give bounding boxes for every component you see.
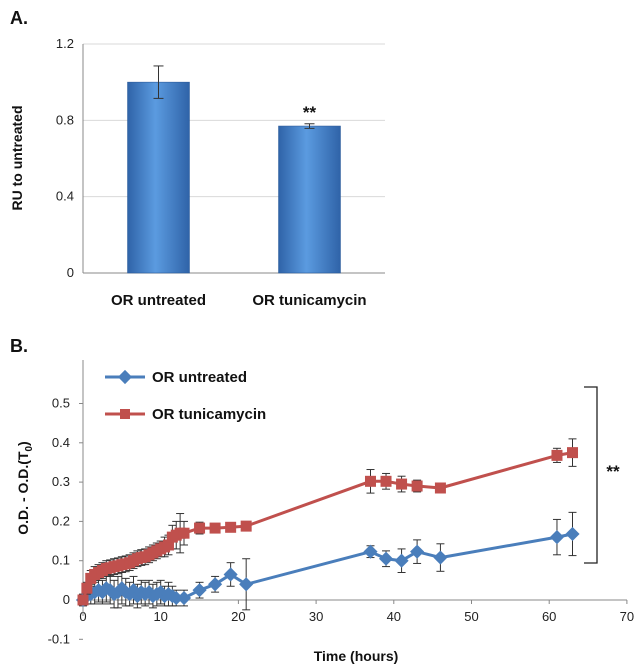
y-tick-label: 0.1 bbox=[52, 553, 70, 568]
data-point bbox=[411, 480, 423, 492]
x-tick-label: 10 bbox=[153, 609, 167, 624]
panel-b-series bbox=[75, 438, 580, 611]
data-point bbox=[81, 582, 93, 594]
panel-a: A. 0 0.4 0.8 1.2 ** OR untreated OR tunicamy… bbox=[9, 8, 385, 309]
data-point bbox=[396, 478, 408, 490]
data-point bbox=[169, 590, 184, 606]
x-tick-label: 50 bbox=[464, 609, 478, 624]
y-tick-label: 0.2 bbox=[52, 513, 70, 528]
data-point bbox=[434, 482, 446, 494]
series-markers bbox=[77, 447, 579, 606]
panel-a-error-bars bbox=[153, 65, 315, 129]
data-point bbox=[378, 551, 394, 566]
series-untreated bbox=[75, 511, 580, 611]
bar-annotation: ** bbox=[303, 103, 317, 122]
series-line bbox=[81, 451, 573, 601]
data-point bbox=[240, 520, 252, 532]
data-point bbox=[208, 577, 223, 592]
x-tick-label: 70 bbox=[620, 609, 634, 624]
panel-b-y-axis-title: O.D. - O.D.(T0) bbox=[15, 441, 35, 534]
panel-a-annotations: ** bbox=[303, 103, 317, 122]
series-error-bars bbox=[79, 511, 577, 611]
y-tick-label: 0.3 bbox=[52, 474, 70, 489]
y-tick-label: 1.2 bbox=[56, 36, 74, 51]
data-point bbox=[433, 550, 448, 565]
panel-a-category-labels: OR untreated OR tunicamycin bbox=[111, 292, 367, 309]
data-point bbox=[223, 567, 238, 582]
data-point bbox=[77, 594, 89, 606]
panel-b-x-tick-labels: 0 10 20 30 40 50 60 70 bbox=[79, 609, 634, 624]
y-tick-label: 0.4 bbox=[52, 435, 70, 450]
panel-b: B. -0.100.10.20.30.40.5 0 10 20 30 40 50 60 70 … bbox=[10, 336, 634, 664]
legend-item-untreated: OR untreated bbox=[105, 369, 247, 386]
legend-marker-untreated bbox=[117, 369, 133, 385]
data-point bbox=[162, 539, 174, 551]
data-point bbox=[567, 447, 579, 459]
panel-a-bars bbox=[127, 81, 341, 274]
data-point bbox=[364, 475, 376, 487]
data-point bbox=[551, 449, 563, 461]
y-tick-label: 0.4 bbox=[56, 189, 74, 204]
series-error-bars bbox=[79, 438, 577, 605]
data-point bbox=[192, 583, 207, 598]
data-point bbox=[225, 521, 237, 533]
panel-a-y-axis-title: RU to untreated bbox=[9, 106, 25, 211]
legend-label-untreated: OR untreated bbox=[152, 369, 247, 386]
y-tick-label: 0 bbox=[67, 265, 74, 280]
y-axis-title-suffix: ) bbox=[15, 441, 31, 446]
data-point bbox=[194, 522, 206, 534]
data-point bbox=[394, 553, 409, 568]
x-tick-label: 30 bbox=[309, 609, 323, 624]
significance-bracket bbox=[584, 386, 598, 564]
data-point bbox=[176, 590, 192, 606]
y-tick-label: 0 bbox=[63, 592, 70, 607]
data-point bbox=[209, 522, 221, 534]
panel-b-legend: OR untreated OR tunicamycin bbox=[105, 369, 266, 423]
significance-marker: ** bbox=[606, 462, 620, 481]
data-point bbox=[410, 544, 425, 559]
category-label: OR untreated bbox=[111, 292, 206, 309]
panel-b-y-tick-labels: -0.1 0 0.1 0.2 0.3 0.4 0.5 bbox=[48, 396, 70, 647]
legend-item-tunicamycin: OR tunicamycin bbox=[105, 406, 266, 423]
y-tick-label: -0.1 bbox=[48, 631, 70, 646]
data-point bbox=[565, 526, 580, 542]
panel-a-label: A. bbox=[10, 8, 28, 28]
x-tick-label: 0 bbox=[79, 609, 86, 624]
x-tick-label: 60 bbox=[542, 609, 556, 624]
data-point bbox=[239, 577, 254, 592]
series-tunicamycin bbox=[77, 438, 579, 606]
bar bbox=[278, 125, 341, 274]
y-axis-title-main: O.D. - O.D.(T bbox=[15, 451, 31, 535]
data-point bbox=[363, 544, 378, 559]
panel-a-y-tick-labels: 0 0.4 0.8 1.2 bbox=[56, 36, 74, 280]
legend-label-tunicamycin: OR tunicamycin bbox=[152, 406, 266, 423]
legend-marker-tunicamycin bbox=[120, 409, 130, 419]
panel-b-label: B. bbox=[10, 336, 28, 356]
x-tick-label: 20 bbox=[231, 609, 245, 624]
panel-b-x-axis-title: Time (hours) bbox=[314, 648, 399, 664]
y-axis-title-subscript: 0 bbox=[24, 446, 35, 452]
x-tick-label: 40 bbox=[387, 609, 401, 624]
y-tick-label: 0.8 bbox=[56, 112, 74, 127]
y-tick-label: 0.5 bbox=[52, 396, 70, 411]
data-point bbox=[380, 475, 392, 487]
series-markers bbox=[75, 526, 580, 608]
bar bbox=[127, 81, 190, 274]
data-point bbox=[549, 530, 565, 545]
category-label: OR tunicamycin bbox=[252, 292, 366, 309]
data-point bbox=[178, 527, 190, 539]
